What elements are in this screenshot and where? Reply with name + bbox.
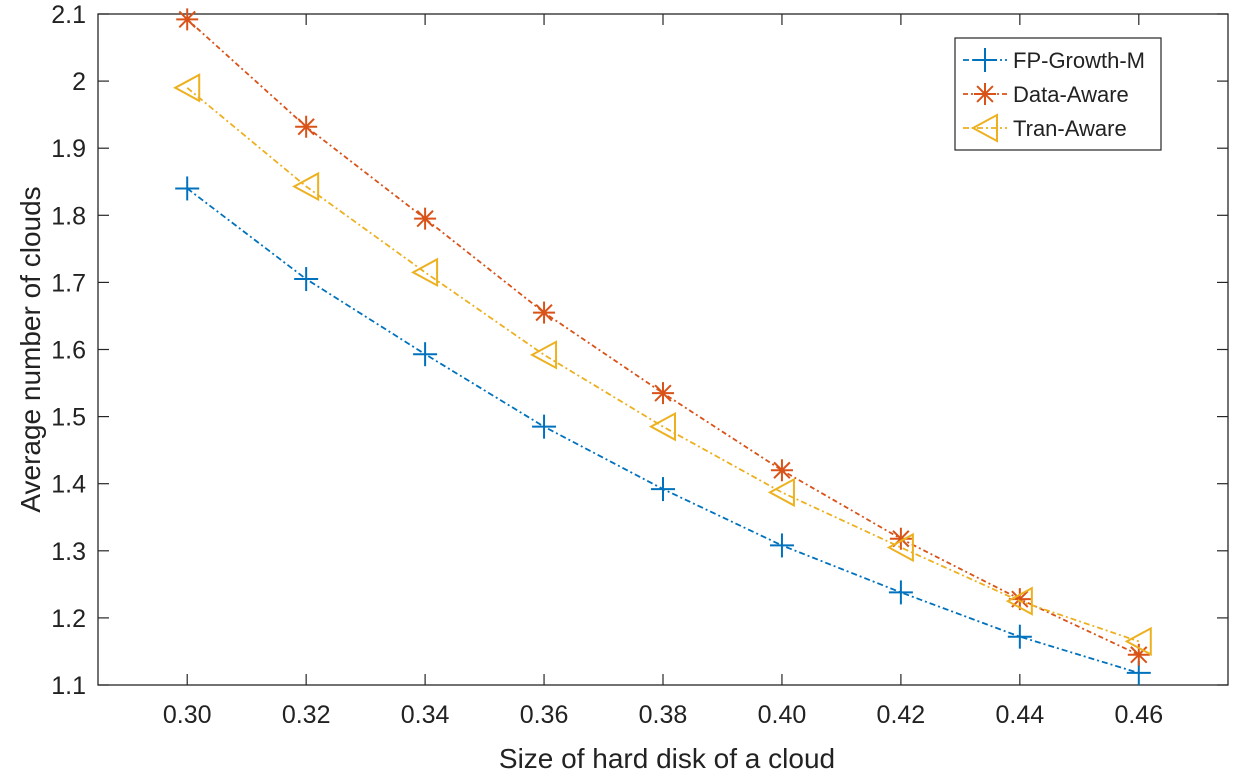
x-tick-label: 0.30 (163, 701, 212, 729)
y-tick-label: 1.7 (51, 269, 86, 297)
x-tick-label: 0.36 (520, 701, 569, 729)
data-point (533, 302, 555, 324)
y-tick-label: 1.2 (51, 605, 86, 633)
data-point (771, 459, 793, 481)
y-tick-label: 1.8 (51, 202, 86, 230)
legend: FP-Growth-M Data-Aware Tran-Aware (955, 38, 1161, 150)
line-chart: 1.1 1.2 1.3 1.4 1.5 1.6 1.7 1.8 1.9 2 2.1 0.30 0.32 0… (0, 0, 1250, 777)
y-axis-title: Average number of clouds (15, 186, 46, 512)
x-tick-label: 0.42 (877, 701, 926, 729)
legend-label: FP-Growth-M (1013, 48, 1145, 73)
x-tick-label: 0.40 (758, 701, 807, 729)
legend-label: Tran-Aware (1013, 116, 1127, 141)
data-point (890, 528, 912, 550)
data-point (176, 8, 198, 30)
chart: 1.1 1.2 1.3 1.4 1.5 1.6 1.7 1.8 1.9 2 2.1 0.30 0.32 0… (0, 0, 1250, 777)
x-tick-label: 0.44 (996, 701, 1045, 729)
x-tick-label: 0.46 (1114, 701, 1163, 729)
y-tick-label: 1.4 (51, 471, 86, 499)
x-tick-label: 0.34 (401, 701, 450, 729)
y-tick-label: 1.5 (51, 404, 86, 432)
y-tick-label: 2 (72, 68, 86, 96)
y-tick-label: 1.6 (51, 337, 86, 365)
data-point (652, 382, 674, 404)
y-tick-label: 1.1 (51, 672, 86, 700)
x-tick-label: 0.38 (639, 701, 688, 729)
data-point (295, 116, 317, 138)
legend-label: Data-Aware (1013, 82, 1129, 107)
legend-marker (974, 83, 996, 105)
x-axis-title: Size of hard disk of a cloud (499, 743, 835, 774)
y-tick-label: 1.9 (51, 135, 86, 163)
y-tick-label: 2.1 (51, 1, 86, 29)
data-point (414, 208, 436, 230)
x-tick-label: 0.32 (282, 701, 331, 729)
y-tick-label: 1.3 (51, 538, 86, 566)
